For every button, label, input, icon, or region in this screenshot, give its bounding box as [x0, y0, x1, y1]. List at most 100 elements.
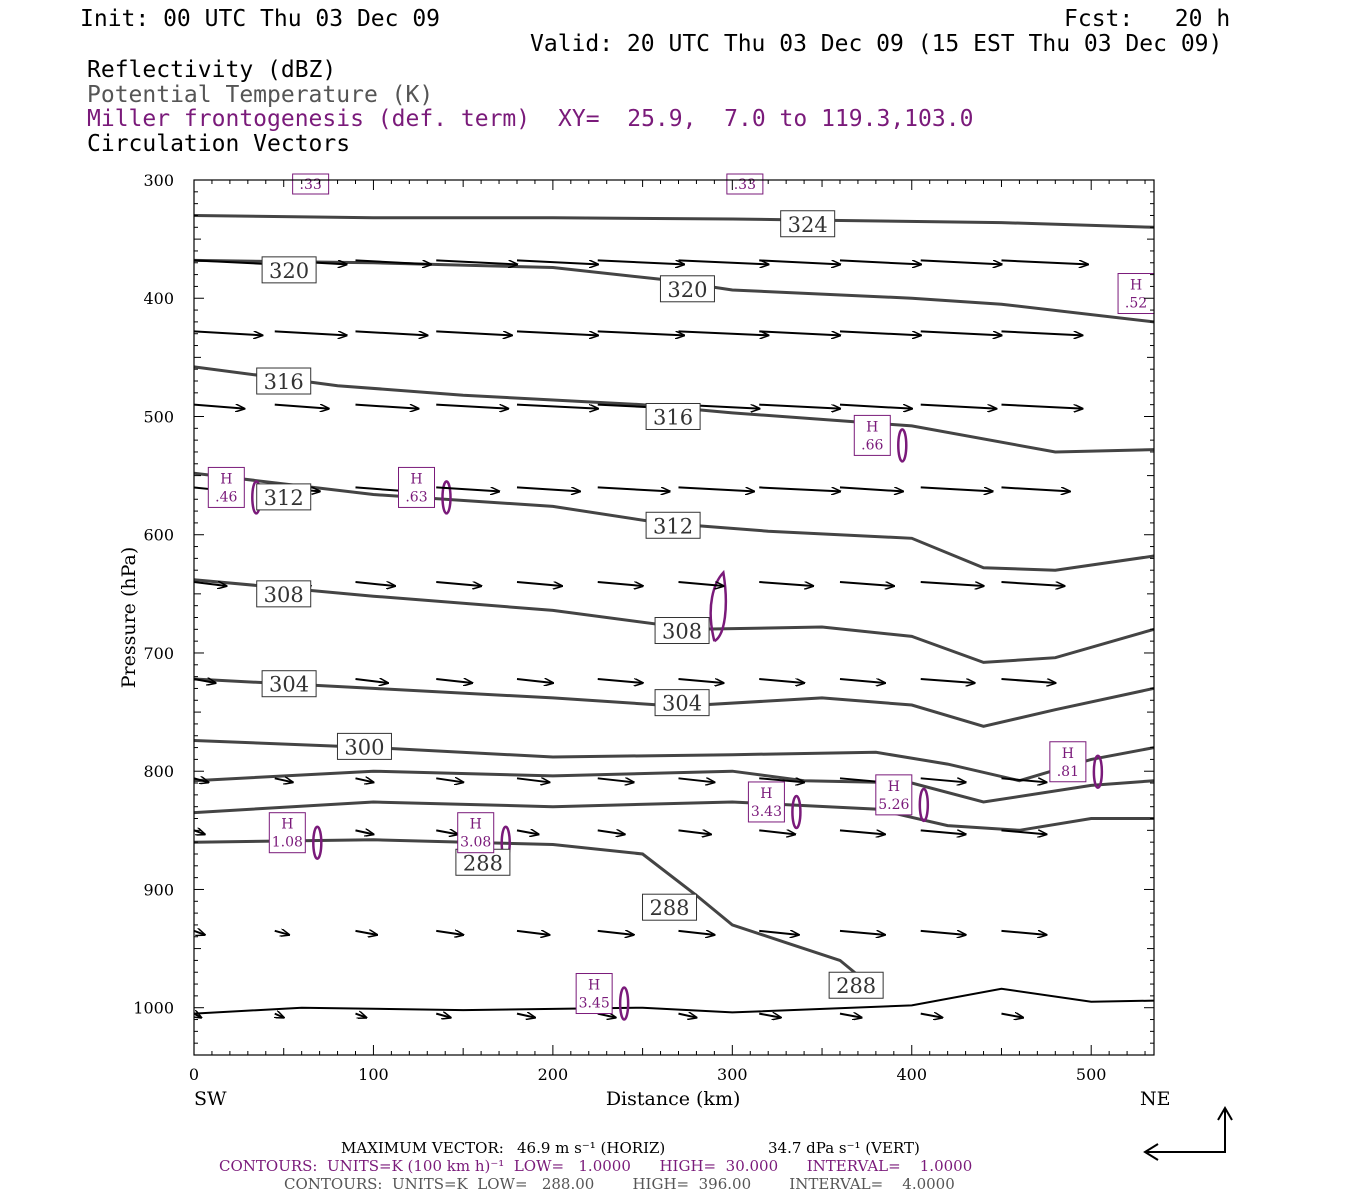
circulation-vector — [516, 581, 562, 586]
fronto-max-box — [575, 973, 613, 1015]
frontogenesis-contour — [1162, 288, 1170, 320]
circulation-vector — [920, 330, 1002, 335]
circulation-vector — [597, 581, 643, 586]
circulation-vector — [1001, 929, 1046, 935]
theta-label-box — [336, 732, 392, 760]
fronto-cut-label: .33 — [300, 177, 322, 193]
circulation-vector — [516, 778, 549, 782]
fronto-max-value: 3.43 — [751, 804, 782, 820]
circulation-vector — [920, 829, 966, 834]
circulation-vector — [759, 829, 795, 834]
circulation-vector — [274, 330, 347, 335]
theta-label: 320 — [667, 278, 707, 302]
circulation-vector — [678, 830, 710, 834]
circulation-vector — [759, 929, 799, 935]
theta-label-box — [654, 617, 710, 645]
circulation-vector — [759, 677, 804, 683]
fronto-max-value: .46 — [215, 489, 237, 505]
circulation-vector — [839, 677, 885, 683]
circulation-vector — [436, 330, 512, 335]
circulation-vector — [516, 403, 598, 409]
circulation-vector — [355, 1014, 366, 1018]
circulation-vector — [839, 581, 894, 586]
ne-endpoint-label: NE — [1140, 1088, 1171, 1110]
fronto-max-box — [1049, 741, 1087, 783]
theta-label: 308 — [662, 620, 702, 644]
fronto-cut-box — [292, 173, 330, 195]
frontogenesis-contour — [709, 569, 728, 643]
circulation-vector — [274, 403, 329, 409]
circulation-vector — [355, 778, 373, 782]
theta-label-box — [261, 670, 317, 698]
circulation-vector — [839, 403, 912, 409]
fronto-max-h: H — [888, 779, 900, 795]
theta-label: 316 — [653, 405, 693, 429]
circulation-vector — [920, 777, 966, 782]
circulation-vector — [436, 677, 472, 683]
fronto-max-h: H — [281, 817, 293, 833]
fronto-max-value: 3.08 — [460, 835, 491, 851]
fronto-max-box — [1117, 273, 1155, 315]
init-time: Init: 00 UTC Thu 03 Dec 09 — [80, 6, 441, 32]
circulation-vector — [597, 486, 670, 491]
fronto-max-h: H — [1130, 278, 1142, 294]
fronto-max-value: 1.08 — [272, 835, 303, 851]
circulation-vector — [678, 330, 768, 335]
circulation-vector — [516, 931, 549, 935]
circulation-vector — [678, 1014, 696, 1018]
frontogenesis-contour — [918, 787, 930, 823]
circulation-vector — [597, 259, 684, 264]
fronto-max-value: .52 — [1125, 296, 1147, 312]
circulation-vector — [678, 777, 714, 782]
circulation-vector — [436, 830, 458, 834]
circulation-vector — [1001, 330, 1082, 335]
circulation-vector — [839, 330, 921, 335]
circulation-vector — [516, 830, 539, 834]
circulation-vector — [1001, 677, 1055, 683]
circulation-vector — [194, 931, 205, 935]
fronto-contour-info: CONTOURS: UNITS=K (100 km h)⁻¹ LOW= 1.00… — [219, 1157, 973, 1175]
x-tick-label: 500 — [1076, 1065, 1107, 1084]
circulation-vector — [597, 677, 643, 683]
circulation-vector — [759, 777, 804, 782]
circulation-vector — [678, 929, 714, 935]
x-tick-label: 0 — [189, 1065, 199, 1084]
xy-range: XY= 25.9, 7.0 to 119.3,103.0 — [558, 106, 974, 132]
circulation-vector — [436, 259, 517, 264]
circulation-vector — [194, 582, 226, 586]
circulation-vector — [839, 929, 885, 935]
circulation-vector — [597, 830, 625, 834]
theta-label-box — [645, 511, 701, 539]
field-frontogenesis: Miller frontogenesis (def. term) — [87, 106, 531, 132]
circulation-vector — [1001, 486, 1069, 491]
circulation-vector — [678, 486, 754, 491]
circulation-vector — [678, 259, 768, 264]
circulation-vector — [194, 403, 244, 409]
x-tick-label: 300 — [717, 1065, 748, 1084]
x-tick-label: 400 — [896, 1065, 927, 1084]
circulation-vector — [920, 677, 975, 683]
circulation-vector — [275, 1014, 284, 1018]
theta-contour — [194, 677, 1154, 728]
y-tick-label: 1000 — [133, 999, 174, 1018]
x-axis-title: Distance (km) — [606, 1088, 741, 1110]
circulation-vector — [274, 778, 293, 782]
field-vectors: Circulation Vectors — [87, 131, 351, 157]
circulation-vector — [355, 581, 395, 586]
circulation-vector — [1001, 581, 1064, 586]
frontogenesis-contour — [897, 428, 908, 463]
vector-scale-arrow — [1143, 1106, 1233, 1161]
circulation-vector — [355, 679, 387, 683]
circulation-vector — [759, 330, 840, 335]
circulation-vector — [920, 403, 997, 409]
circulation-vector — [436, 581, 481, 586]
circulation-vector — [355, 330, 427, 335]
frontogenesis-contour — [441, 480, 452, 515]
theta-contour — [194, 838, 877, 992]
theta-label: 288 — [649, 896, 689, 920]
theta-label: 304 — [662, 692, 702, 716]
circulation-vector — [920, 581, 984, 586]
circulation-vector — [1001, 777, 1046, 782]
circulation-vector — [516, 1014, 535, 1018]
theta-label: 300 — [344, 735, 384, 759]
